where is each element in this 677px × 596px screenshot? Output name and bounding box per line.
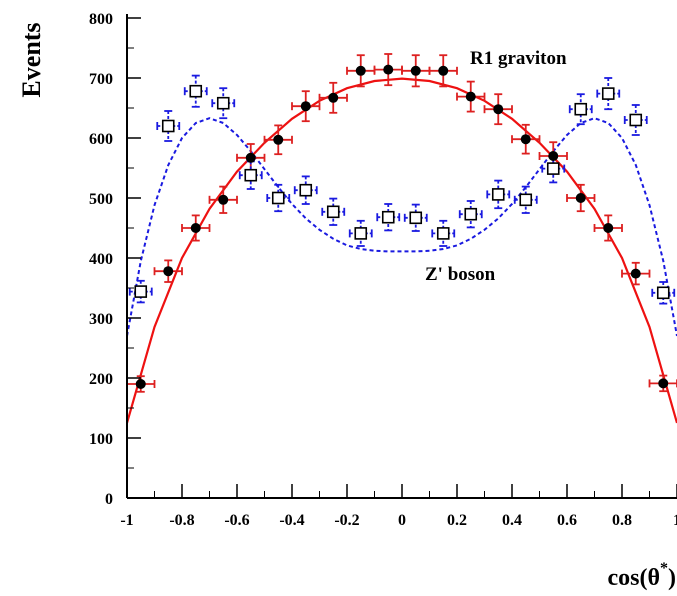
graviton-data-point bbox=[245, 152, 256, 163]
zprime-data-point bbox=[326, 205, 340, 219]
zprime-data-point bbox=[436, 227, 450, 240]
annotation-r1-graviton: R1 graviton bbox=[470, 48, 567, 69]
y-tick-label: 700 bbox=[89, 71, 113, 88]
zprime-data-point bbox=[464, 207, 478, 221]
x-tick-label: 0.4 bbox=[502, 512, 522, 529]
y-tick-label: 100 bbox=[89, 431, 113, 448]
data-markers bbox=[134, 64, 670, 389]
graviton-data-point bbox=[438, 65, 449, 76]
zprime-data-point bbox=[409, 211, 423, 225]
graviton-data-point bbox=[355, 65, 366, 76]
y-axis-label: Events bbox=[17, 22, 46, 97]
graviton-data-point bbox=[163, 266, 174, 277]
x-tick-label: 0.2 bbox=[447, 512, 467, 529]
error-bars bbox=[126, 53, 677, 393]
graviton-data-point bbox=[300, 101, 311, 112]
x-axis-label: cos(θ*) bbox=[607, 560, 676, 591]
zprime-data-point bbox=[134, 285, 148, 298]
graviton-data-point bbox=[410, 65, 421, 76]
zprime-data-point bbox=[519, 193, 533, 207]
y-tick-label: 800 bbox=[89, 11, 113, 28]
zprime-data-point bbox=[271, 191, 285, 205]
x-axis-label-base: cos(θ bbox=[607, 565, 660, 591]
annotation-zprime-boson: Z' boson bbox=[425, 264, 496, 285]
y-tick-label: 300 bbox=[89, 311, 113, 328]
graviton-data-point bbox=[493, 104, 504, 115]
zprime-fit-curve bbox=[126, 117, 677, 337]
y-tick-label: 400 bbox=[89, 251, 113, 268]
y-tick-label: 0 bbox=[105, 491, 113, 508]
x-tick-label: 0.6 bbox=[557, 512, 577, 529]
graviton-data-point bbox=[135, 379, 146, 389]
graviton-data-point bbox=[658, 378, 669, 389]
x-tick-label: -0.2 bbox=[334, 512, 359, 529]
zprime-data-point bbox=[546, 162, 560, 175]
fit-curves bbox=[125, 77, 677, 424]
zprime-data-point bbox=[299, 183, 313, 197]
graviton-data-point bbox=[328, 92, 339, 103]
zprime-data-point bbox=[189, 84, 203, 98]
graviton-data-point bbox=[575, 193, 586, 203]
graviton-data-point bbox=[273, 134, 284, 145]
x-tick-label: -0.4 bbox=[279, 512, 304, 529]
x-tick-label: -0.6 bbox=[224, 512, 249, 529]
tick-labels: 0 100 200 300 400 500 600 700 800 -1 -0.8 -0.6 -0.4 -… bbox=[89, 11, 677, 529]
zprime-data-point bbox=[216, 96, 230, 110]
y-tick-label: 200 bbox=[89, 371, 113, 388]
y-tick-label: 600 bbox=[89, 131, 113, 148]
y-tick-label: 500 bbox=[89, 191, 113, 208]
zprime-data-point bbox=[244, 168, 258, 182]
x-axis-label-superscript: * bbox=[660, 560, 668, 577]
zprime-data-point bbox=[629, 113, 643, 127]
zprime-data-point bbox=[354, 227, 368, 240]
zprime-data-point bbox=[381, 210, 395, 224]
x-tick-label: 0 bbox=[398, 512, 406, 529]
x-tick-label: 1 bbox=[673, 512, 677, 529]
graviton-data-point bbox=[630, 268, 641, 279]
zprime-data-point bbox=[491, 188, 505, 201]
graviton-data-point bbox=[383, 64, 394, 75]
graviton-data-point bbox=[603, 223, 614, 233]
x-tick-label: -0.8 bbox=[169, 512, 194, 529]
x-axis-label-close: ) bbox=[668, 565, 676, 591]
graviton-data-point bbox=[218, 194, 229, 205]
graviton-data-point bbox=[520, 134, 531, 145]
zprime-data-point bbox=[574, 102, 588, 116]
graviton-data-point bbox=[190, 223, 201, 233]
zprime-data-point bbox=[656, 286, 670, 300]
axes bbox=[126, 14, 677, 499]
x-tick-label: 0.8 bbox=[612, 512, 632, 529]
x-tick-label: -1 bbox=[120, 512, 133, 529]
graviton-fit-curve bbox=[125, 77, 677, 424]
graviton-data-point bbox=[465, 91, 476, 102]
zprime-data-point bbox=[161, 119, 175, 133]
graviton-data-point bbox=[548, 151, 559, 161]
zprime-data-point bbox=[601, 87, 615, 100]
